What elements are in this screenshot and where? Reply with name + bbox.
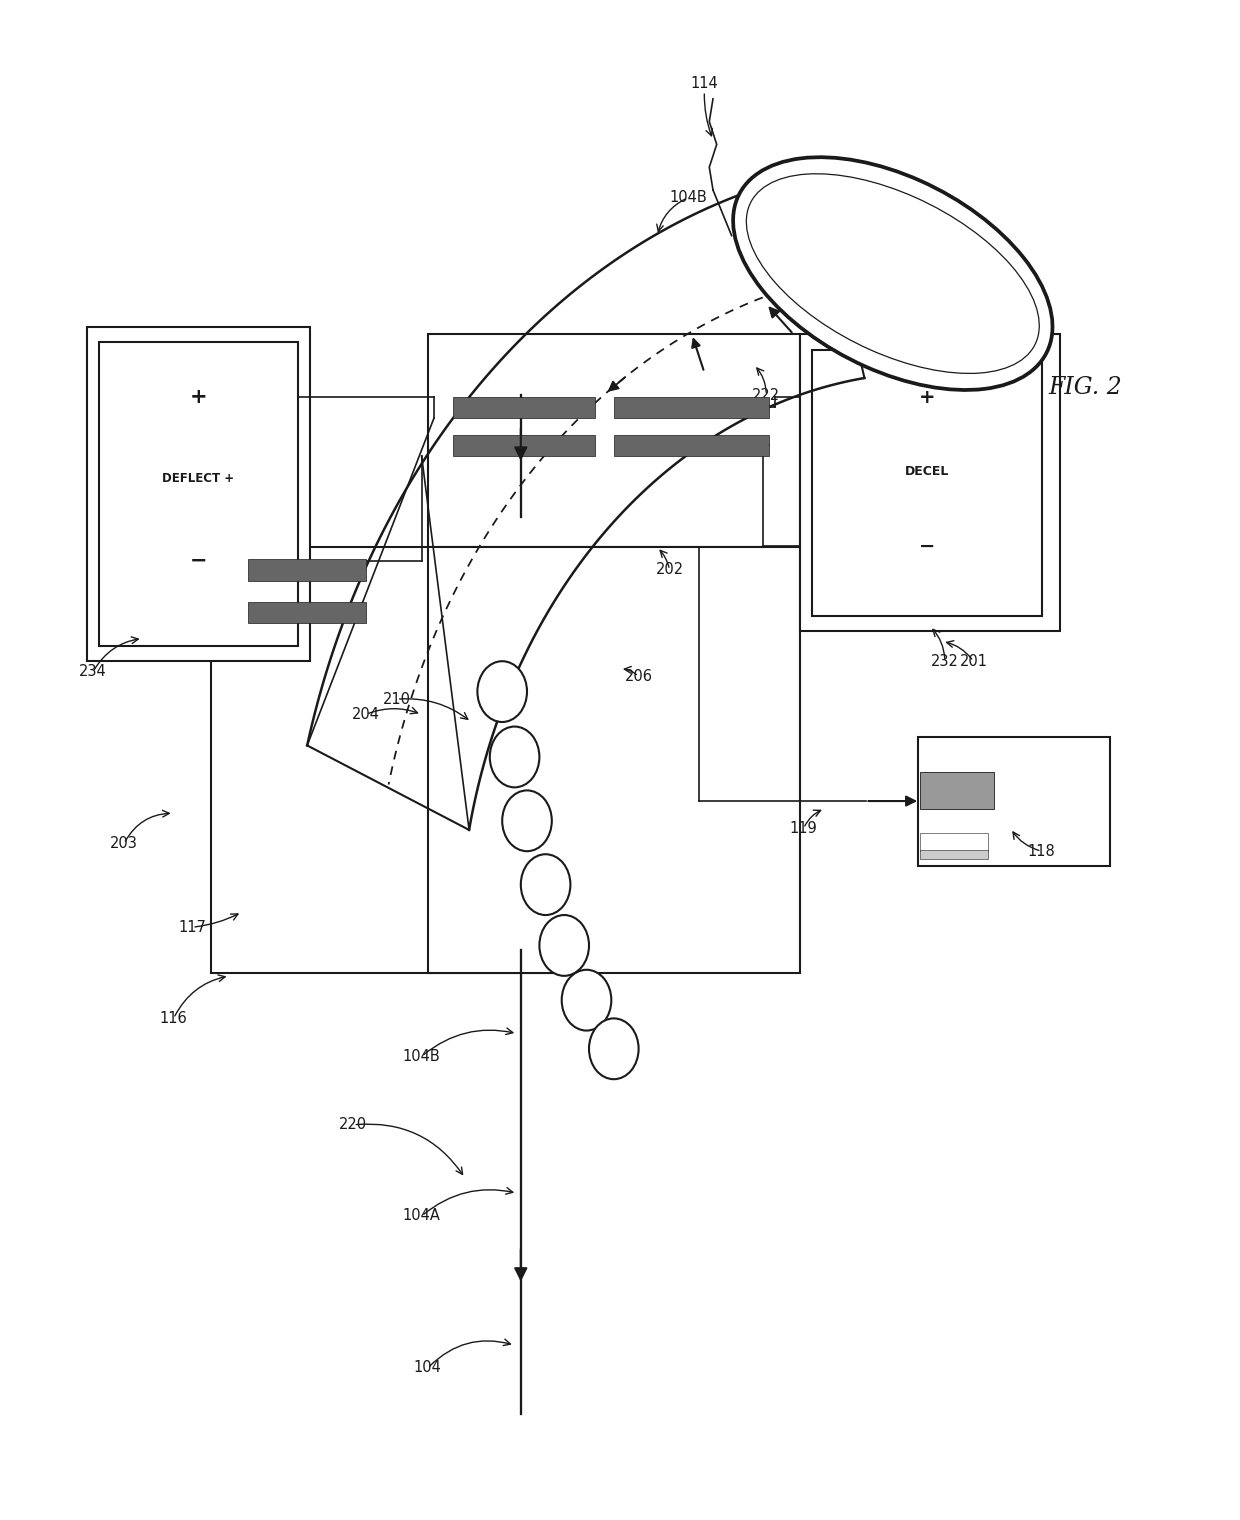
Bar (87, 327, 310, 661)
Bar (920, 833, 988, 851)
Bar (920, 850, 988, 859)
Text: 104: 104 (414, 1360, 441, 1376)
Bar (428, 334, 800, 547)
Text: 117: 117 (179, 920, 206, 935)
Circle shape (589, 1018, 639, 1079)
Text: 234: 234 (79, 664, 107, 679)
Bar (812, 350, 1042, 616)
Bar (920, 772, 994, 809)
Text: FIG. 2: FIG. 2 (1048, 375, 1122, 400)
Circle shape (539, 915, 589, 976)
Text: 104B: 104B (403, 1049, 440, 1064)
Text: +: + (190, 386, 207, 407)
Bar (453, 435, 595, 456)
Text: 220: 220 (340, 1117, 367, 1132)
Bar (453, 397, 595, 418)
Text: 201: 201 (960, 654, 987, 669)
Text: 119: 119 (790, 821, 817, 836)
Text: 203: 203 (110, 836, 138, 851)
Text: 118: 118 (1028, 844, 1055, 859)
Text: 206: 206 (625, 669, 652, 684)
Text: 232: 232 (931, 654, 959, 669)
Bar (800, 334, 1060, 631)
Circle shape (521, 854, 570, 915)
Text: 222: 222 (753, 388, 780, 403)
Text: +: + (919, 388, 935, 407)
Text: 210: 210 (383, 692, 410, 707)
Bar (248, 602, 366, 623)
Text: 202: 202 (656, 562, 683, 578)
Bar (614, 435, 769, 456)
Circle shape (477, 661, 527, 722)
Bar (918, 737, 1110, 866)
Text: −: − (919, 537, 935, 556)
Bar (428, 547, 800, 973)
Text: 116: 116 (160, 1011, 187, 1026)
Bar (248, 559, 366, 581)
Text: DECEL: DECEL (905, 465, 949, 479)
Text: 104B: 104B (670, 190, 707, 205)
Circle shape (490, 727, 539, 787)
Bar (211, 547, 552, 973)
Text: DEFLECT +: DEFLECT + (162, 473, 234, 485)
Text: 104A: 104A (403, 1208, 440, 1224)
Bar (614, 397, 769, 418)
Bar (99, 342, 298, 646)
Text: −: − (190, 550, 207, 572)
Text: 204: 204 (352, 707, 379, 722)
Text: 114: 114 (691, 76, 718, 91)
Ellipse shape (733, 157, 1053, 391)
Circle shape (502, 790, 552, 851)
Circle shape (562, 970, 611, 1031)
Ellipse shape (746, 173, 1039, 374)
